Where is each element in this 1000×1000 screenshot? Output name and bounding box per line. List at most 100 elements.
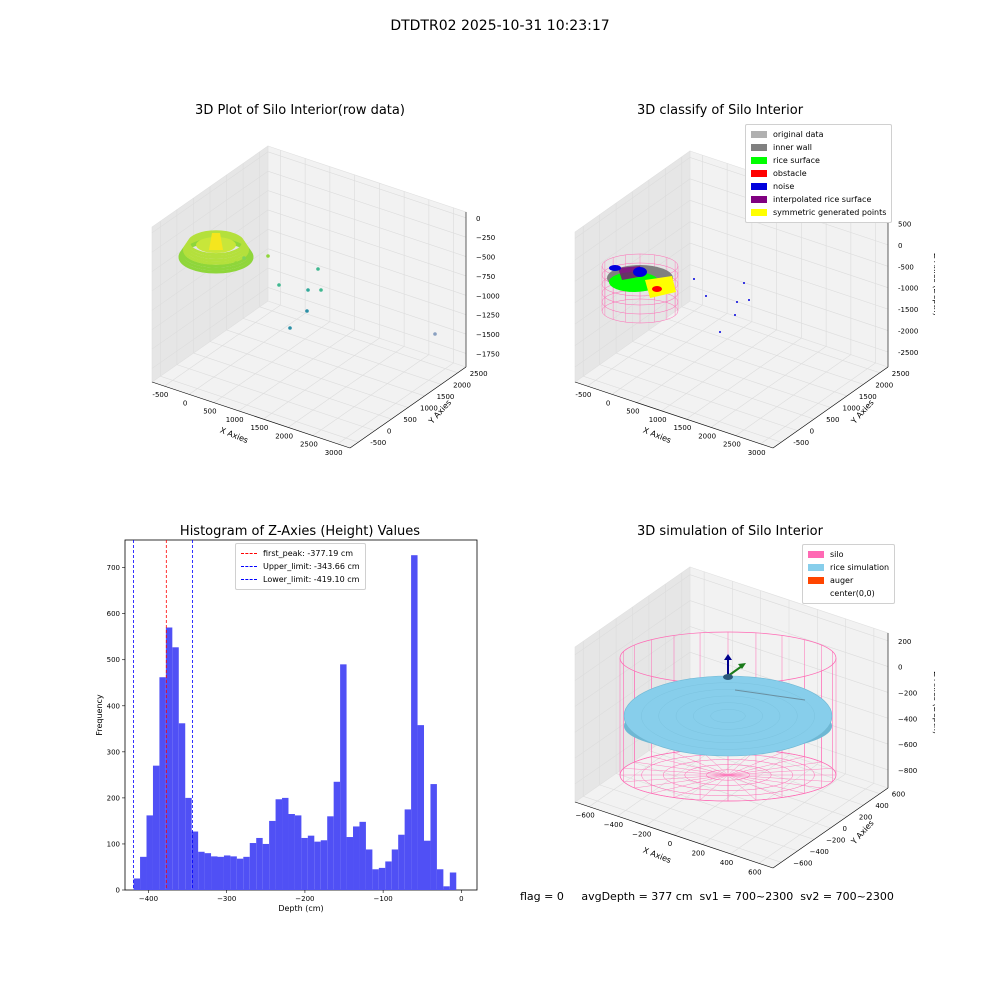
- p1-point: [234, 261, 238, 265]
- p1-rice-peak: [209, 233, 223, 250]
- p4-ytick-label: −200: [826, 836, 845, 844]
- histogram-bar: [320, 840, 328, 890]
- p2-ytick-label: 1000: [843, 405, 861, 413]
- p2-ygrid: [648, 329, 848, 397]
- p4-ytick-label: 0: [843, 825, 847, 833]
- p2-noise-point: [693, 278, 695, 280]
- histogram-xtick-label: 0: [459, 895, 463, 903]
- p2-ytick-label: 2000: [875, 381, 893, 389]
- p2-ztick-label: -500: [898, 263, 914, 271]
- p4-silo-spoke: [727, 774, 833, 782]
- p1-ztick-label: −500: [476, 254, 495, 262]
- p1-ztick-label: −1500: [476, 331, 500, 339]
- p2-ztick-label: -2500: [898, 349, 918, 357]
- histogram-bar: [204, 853, 212, 890]
- p1-point: [242, 256, 246, 260]
- p2-xtick-label: 1000: [649, 416, 667, 424]
- p2-noise-point: [734, 314, 736, 316]
- p1-ytick-label: 2000: [453, 381, 471, 389]
- p2-xtick-label: 2000: [698, 432, 716, 440]
- p1-rice-ring: [187, 230, 245, 257]
- histogram-bar: [385, 861, 392, 890]
- p4-ztick-label: −600: [898, 741, 917, 749]
- histogram-bar: [327, 816, 334, 890]
- p1-ytick-label: 500: [403, 416, 416, 424]
- p1-y-axis: [349, 366, 467, 449]
- legend-item-rice-simulation: rice simulation: [808, 561, 889, 574]
- p4-auger-z-head: [724, 654, 732, 660]
- p1-ygrid: [209, 341, 409, 408]
- p1-xtick-label: 500: [203, 408, 216, 416]
- p2-xtick-label: 3000: [748, 449, 766, 457]
- histogram-ylabel: Frequency: [95, 694, 104, 736]
- p2-zgrid: [574, 242, 889, 325]
- histogram-bar: [275, 799, 283, 890]
- p4-rice-contour: [693, 702, 763, 730]
- histogram-bar: [256, 837, 263, 890]
- p4-ytick-label: 400: [875, 802, 888, 810]
- histogram-bar: [424, 840, 431, 890]
- p1-xtick-label: 3000: [325, 449, 343, 457]
- p1-ygrid: [259, 306, 458, 374]
- p2-xtick-label: 0: [606, 399, 610, 407]
- legend-item-upper-limit: Upper_limit: -343.66 cm: [241, 560, 360, 573]
- p2-zgrid: [574, 264, 889, 346]
- p4-silo-spoke: [727, 756, 805, 776]
- histogram-legend: first_peak: -377.19 cm Upper_limit: -343…: [235, 543, 366, 590]
- p4-ygrid: [599, 784, 798, 852]
- legend-item-inner-wall: inner wall: [751, 141, 886, 154]
- histogram-bar: [417, 725, 425, 890]
- footer-status: flag = 0 avgDepth = 377 cm sv1 = 700~230…: [520, 890, 894, 903]
- p1-xtick-label: 0: [183, 399, 187, 407]
- histogram-bar: [346, 837, 354, 890]
- panel3-title: Histogram of Z-Axies (Height) Values: [179, 524, 421, 539]
- p1-point: [433, 332, 437, 336]
- p2-xlabel: X Axies: [642, 426, 673, 445]
- histogram-bar: [191, 831, 199, 890]
- p2-ygrid: [632, 341, 831, 408]
- p1-ztick-label: −250: [476, 234, 495, 242]
- p4-ylabel: Y Axies: [849, 819, 876, 847]
- histogram-bar: [185, 797, 192, 890]
- p4-zlabel: Z Axies (Depth): [932, 671, 935, 734]
- p4-zgrid: [574, 626, 889, 707]
- histogram-bar: [404, 809, 412, 890]
- p4-silo-spoke: [673, 752, 729, 776]
- histogram-bar: [243, 856, 250, 890]
- p2-noise-cluster: [609, 265, 621, 271]
- p4-silo-spoke: [673, 774, 729, 798]
- panel4-legend: silo rice simulation auger center(0,0): [802, 544, 896, 604]
- p1-xtick-label: -500: [152, 391, 168, 399]
- p4-silo-spoke: [651, 756, 729, 776]
- panel4-3d-plot: −600−400−2000200400600−600−400−200020040…: [574, 566, 935, 876]
- histogram-bar: [372, 869, 379, 890]
- p4-xtick-label: −200: [632, 831, 651, 839]
- p1-ygrid: [176, 364, 375, 431]
- histogram-bar: [430, 784, 437, 890]
- p2-noise-point: [743, 282, 745, 284]
- p4-rice-contour: [675, 695, 781, 737]
- p1-xtick-label: 2500: [300, 441, 318, 449]
- legend-item-original: original data: [751, 128, 886, 141]
- histogram-ytick-label: 700: [107, 564, 120, 572]
- p1-ytick-label: 1000: [420, 405, 438, 413]
- histogram-bar: [198, 851, 205, 890]
- p1-ygrid: [243, 318, 442, 385]
- p4-rice-contour: [658, 689, 798, 743]
- legend-item-silo: silo: [808, 548, 889, 561]
- histogram-bar: [288, 814, 295, 890]
- histogram-xtick-label: −400: [139, 895, 158, 903]
- p2-ytick-label: 1500: [859, 393, 877, 401]
- p4-silo-spoke: [727, 761, 822, 776]
- histogram-bar: [159, 677, 166, 890]
- p4-silo-spoke: [727, 768, 833, 776]
- histogram-bar: [333, 781, 341, 890]
- p1-xlabel: X Axies: [219, 426, 250, 445]
- p4-rice-contour: [641, 682, 815, 750]
- histogram-bar: [249, 843, 257, 890]
- p1-x-axis: [151, 381, 351, 449]
- p4-xtick-label: −400: [604, 821, 623, 829]
- histogram-ytick-label: 100: [107, 840, 120, 848]
- p1-ygrid: [160, 375, 359, 443]
- p4-silo-spoke: [727, 774, 783, 798]
